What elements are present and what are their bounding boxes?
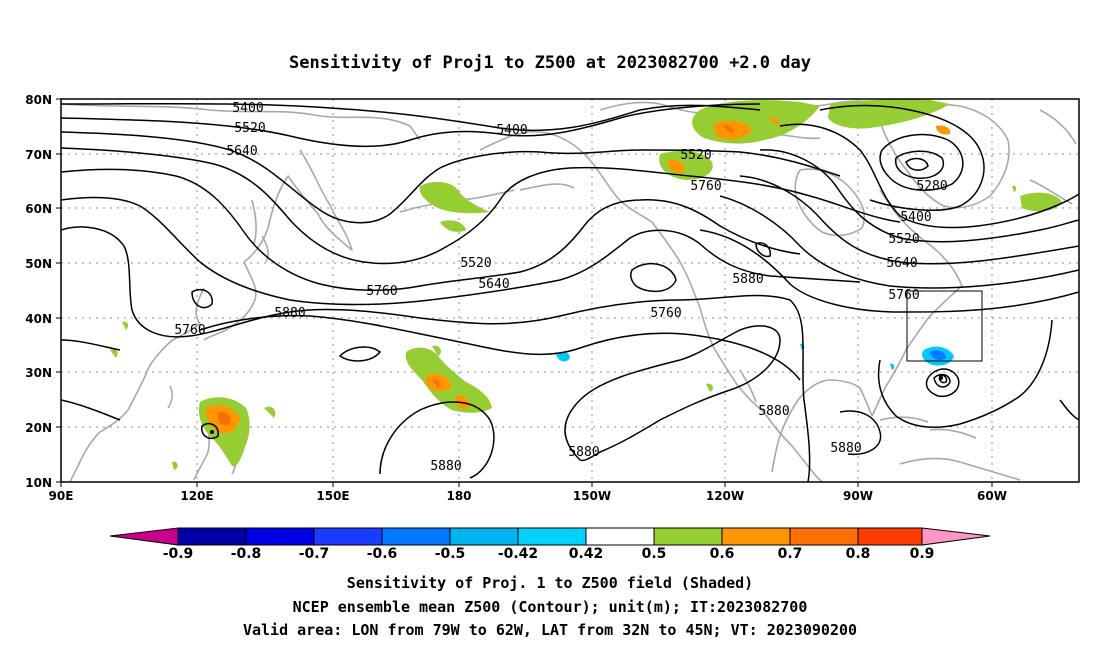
contour-label: 5760 (650, 306, 681, 321)
lat-label: 80N (25, 93, 52, 107)
colorbar-segment (313, 527, 383, 546)
contour-label: 5880 (758, 404, 789, 419)
contour-label: 5760 (366, 284, 397, 299)
colorbar-segment (177, 527, 247, 546)
low-center-dot (939, 376, 943, 380)
colorbar-label: 0.8 (846, 546, 871, 562)
lon-label: 120E (180, 489, 213, 503)
colorbar-segment (857, 527, 923, 546)
colorbar-segment (381, 527, 451, 546)
contour-label: 5880 (732, 272, 763, 287)
contour-label: 5400 (232, 101, 263, 116)
lat-label: 40N (25, 312, 52, 326)
lat-label: 60N (25, 202, 52, 216)
valid-area-box (906, 290, 983, 362)
caption-line-3: Valid area: LON from 79W to 62W, LAT fro… (243, 621, 857, 639)
contour-label: 5880 (830, 441, 861, 456)
figure-title: Sensitivity of Proj1 to Z500 at 20230827… (289, 53, 811, 73)
lon-label: 150W (573, 489, 611, 503)
lat-label: 10N (25, 476, 52, 490)
colorbar-label: -0.5 (435, 546, 466, 562)
colorbar-label: -0.8 (231, 546, 262, 562)
contour-label: 5640 (886, 256, 917, 271)
colorbar-segment (585, 527, 655, 546)
contour-label: 5520 (888, 232, 919, 247)
colorbar-label: 0.5 (642, 546, 667, 562)
contour-label: 5640 (226, 144, 257, 159)
z500-contours (61, 102, 1079, 482)
colorbar-label: 0.7 (778, 546, 803, 562)
colorbar-segment (245, 527, 315, 546)
lat-label: 70N (25, 148, 52, 162)
lon-label: 120W (706, 489, 744, 503)
colorbar-label: 0.9 (910, 546, 935, 562)
colorbar-segment (653, 527, 723, 546)
contour-label: 5760 (888, 288, 919, 303)
caption-line-2: NCEP ensemble mean Z500 (Contour); unit(… (293, 598, 808, 616)
colorbar-label: -0.6 (367, 546, 398, 562)
lat-label: 20N (25, 421, 52, 435)
contour-label: 5280 (916, 179, 947, 194)
caption-line-1: Sensitivity of Proj. 1 to Z500 field (Sh… (347, 574, 753, 592)
colorbar-label: -0.7 (299, 546, 330, 562)
contour-label: 5520 (234, 121, 265, 136)
colorbar: -0.9 -0.8 -0.7 -0.6 -0.5 -0.42 0.42 0.5 … (109, 527, 991, 562)
lat-label: 50N (25, 257, 52, 271)
colorbar-label: 0.42 (569, 546, 604, 562)
contour-label: 5760 (174, 323, 205, 338)
coastlines (61, 99, 1077, 482)
colorbar-segment (721, 527, 791, 546)
lat-label: 30N (25, 366, 52, 380)
colorbar-label: 0.6 (710, 546, 735, 562)
colorbar-label: -0.42 (498, 546, 538, 562)
contour-label: 5400 (496, 123, 527, 138)
colorbar-left-arrow (109, 527, 179, 546)
lon-label: 90E (49, 489, 74, 503)
map-frame (60, 98, 1080, 483)
colorbar-segment (789, 527, 859, 546)
lon-label: 150E (316, 489, 349, 503)
lon-axis: 90E 120E 150E 180 150W 120W 90W 60W (49, 482, 1007, 503)
colorbar-segment (517, 527, 587, 546)
contour-label: 5760 (690, 179, 721, 194)
colorbar-label: -0.9 (163, 546, 194, 562)
map-panel: 5400 5520 5640 5400 5520 5760 5280 5400 … (25, 93, 1080, 503)
colorbar-segment (449, 527, 519, 546)
low-center-dot (210, 430, 214, 434)
contour-label: 5880 (430, 459, 461, 474)
contour-label: 5520 (680, 148, 711, 163)
contour-label: 5640 (478, 277, 509, 292)
colorbar-right-arrow (921, 527, 991, 546)
contour-label: 5400 (900, 210, 931, 225)
lat-axis: 80N 70N 60N 50N 40N 30N 20N 10N (25, 93, 61, 490)
contour-labels: 5400 5520 5640 5400 5520 5760 5280 5400 … (174, 101, 947, 474)
contour-label: 5520 (460, 256, 491, 271)
lon-label: 180 (446, 489, 471, 503)
contour-label: 5880 (568, 445, 599, 460)
contour-label: 5880 (274, 306, 305, 321)
lon-label: 90W (843, 489, 873, 503)
lon-label: 60W (977, 489, 1007, 503)
